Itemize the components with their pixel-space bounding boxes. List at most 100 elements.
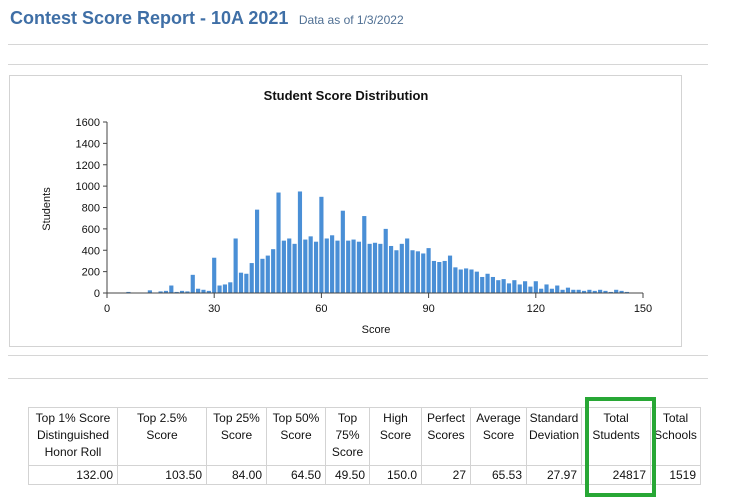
report-header: Contest Score Report - 10A 2021 Data as … xyxy=(10,8,404,29)
score-bar xyxy=(389,245,394,293)
score-bar xyxy=(501,279,506,293)
stats-value-cell: 150.0 xyxy=(369,465,422,485)
score-bar xyxy=(464,268,469,293)
score-bar xyxy=(506,283,512,293)
stats-header-cell: Average Score xyxy=(470,407,527,466)
score-bar xyxy=(426,248,431,293)
score-bar xyxy=(324,238,329,293)
y-tick-label: 0 xyxy=(94,288,100,300)
score-bar xyxy=(174,291,179,293)
score-bar xyxy=(163,290,169,293)
stats-header-cell: Top 75% Score xyxy=(325,407,370,466)
score-bar xyxy=(206,290,211,293)
y-tick-label: 1000 xyxy=(76,181,100,193)
score-bar xyxy=(528,286,533,293)
stats-table: Top 1% Score Distinguished Honor Roll Top… xyxy=(28,407,702,485)
score-bar xyxy=(405,238,410,293)
y-tick-label: 1200 xyxy=(76,160,100,172)
y-tick-label: 200 xyxy=(82,267,100,279)
score-bar xyxy=(453,267,458,293)
stats-value-cell: 27 xyxy=(421,465,471,485)
divider xyxy=(8,378,708,379)
score-bar xyxy=(346,240,351,293)
score-bar xyxy=(351,239,356,293)
score-bar xyxy=(281,240,286,293)
score-bar xyxy=(474,271,479,294)
y-tick-label: 600 xyxy=(82,224,100,236)
score-bar xyxy=(222,284,227,293)
score-bar xyxy=(485,273,490,293)
score-bar xyxy=(287,238,292,293)
score-bar xyxy=(126,291,131,293)
score-bar xyxy=(303,239,308,293)
score-bar xyxy=(517,284,522,293)
score-bar xyxy=(238,272,244,293)
x-tick-label: 120 xyxy=(527,303,545,315)
score-bar xyxy=(255,209,260,293)
score-bar xyxy=(217,285,222,293)
x-tick-label: 150 xyxy=(634,303,652,315)
stats-value-cell: 49.50 xyxy=(325,465,370,485)
stats-header-cell: Perfect Scores xyxy=(421,407,471,466)
x-tick-label: 0 xyxy=(104,303,110,315)
score-bar xyxy=(523,281,528,293)
score-bar xyxy=(581,290,587,293)
score-bar xyxy=(185,291,190,293)
score-bar xyxy=(335,240,340,293)
score-bar xyxy=(603,290,608,293)
stats-value-row: 132.00 103.50 84.00 64.50 49.50 150.0 27 65.53 2… xyxy=(28,465,702,485)
x-tick-label: 60 xyxy=(315,303,327,315)
stats-value-cell: 84.00 xyxy=(206,465,267,485)
score-bar xyxy=(297,191,303,293)
divider xyxy=(8,64,708,65)
score-bar xyxy=(308,236,313,293)
y-tick-label: 400 xyxy=(82,245,100,257)
score-bar xyxy=(598,289,603,293)
score-bar xyxy=(244,273,249,293)
score-bar xyxy=(228,282,233,293)
bar-series xyxy=(126,191,629,294)
y-tick-label: 800 xyxy=(82,203,100,215)
score-bar xyxy=(512,280,517,293)
score-bar xyxy=(265,255,270,293)
score-bar xyxy=(592,290,597,293)
data-as-of-label: Data as of 1/3/2022 xyxy=(298,13,404,27)
report-title: Contest Score Report - 10A 2021 xyxy=(10,8,289,28)
divider xyxy=(8,355,708,356)
score-bar xyxy=(458,269,463,293)
score-bar xyxy=(442,260,447,293)
score-bar xyxy=(367,243,372,293)
y-tick-label: 1400 xyxy=(76,138,100,150)
score-bar xyxy=(356,241,361,293)
stats-header-cell: Top 1% Score Distinguished Honor Roll xyxy=(28,407,118,466)
score-bar xyxy=(533,281,538,293)
score-bar xyxy=(179,290,185,293)
score-bar xyxy=(260,258,265,293)
score-bar xyxy=(233,238,238,293)
score-bar xyxy=(608,291,613,293)
score-bar xyxy=(480,276,485,293)
y-axis: 0 200 400 600 800 1000 1200 1400 1600 xyxy=(76,117,108,300)
stats-header-cell: Total Students xyxy=(581,407,652,466)
score-bar xyxy=(469,269,474,293)
score-bar xyxy=(576,289,581,293)
score-bar xyxy=(549,288,554,293)
x-axis: 0 30 60 90 120 150 xyxy=(104,292,652,315)
score-bar xyxy=(447,255,453,293)
x-tick-label: 30 xyxy=(208,303,220,315)
score-bar xyxy=(544,284,549,293)
score-bar xyxy=(415,251,420,293)
stats-value-cell: 1519 xyxy=(650,465,702,485)
score-bar xyxy=(587,289,592,293)
divider xyxy=(8,44,708,45)
score-bar xyxy=(421,253,426,293)
score-bar xyxy=(399,243,404,293)
stats-value-cell: 24817 xyxy=(581,465,652,485)
score-bar xyxy=(378,243,383,293)
score-bar xyxy=(614,289,619,293)
chart-title: Student Score Distribution xyxy=(264,88,429,103)
score-bar xyxy=(340,210,345,293)
score-bar xyxy=(313,241,319,293)
x-tick-label: 90 xyxy=(422,303,434,315)
score-bar xyxy=(372,242,378,293)
